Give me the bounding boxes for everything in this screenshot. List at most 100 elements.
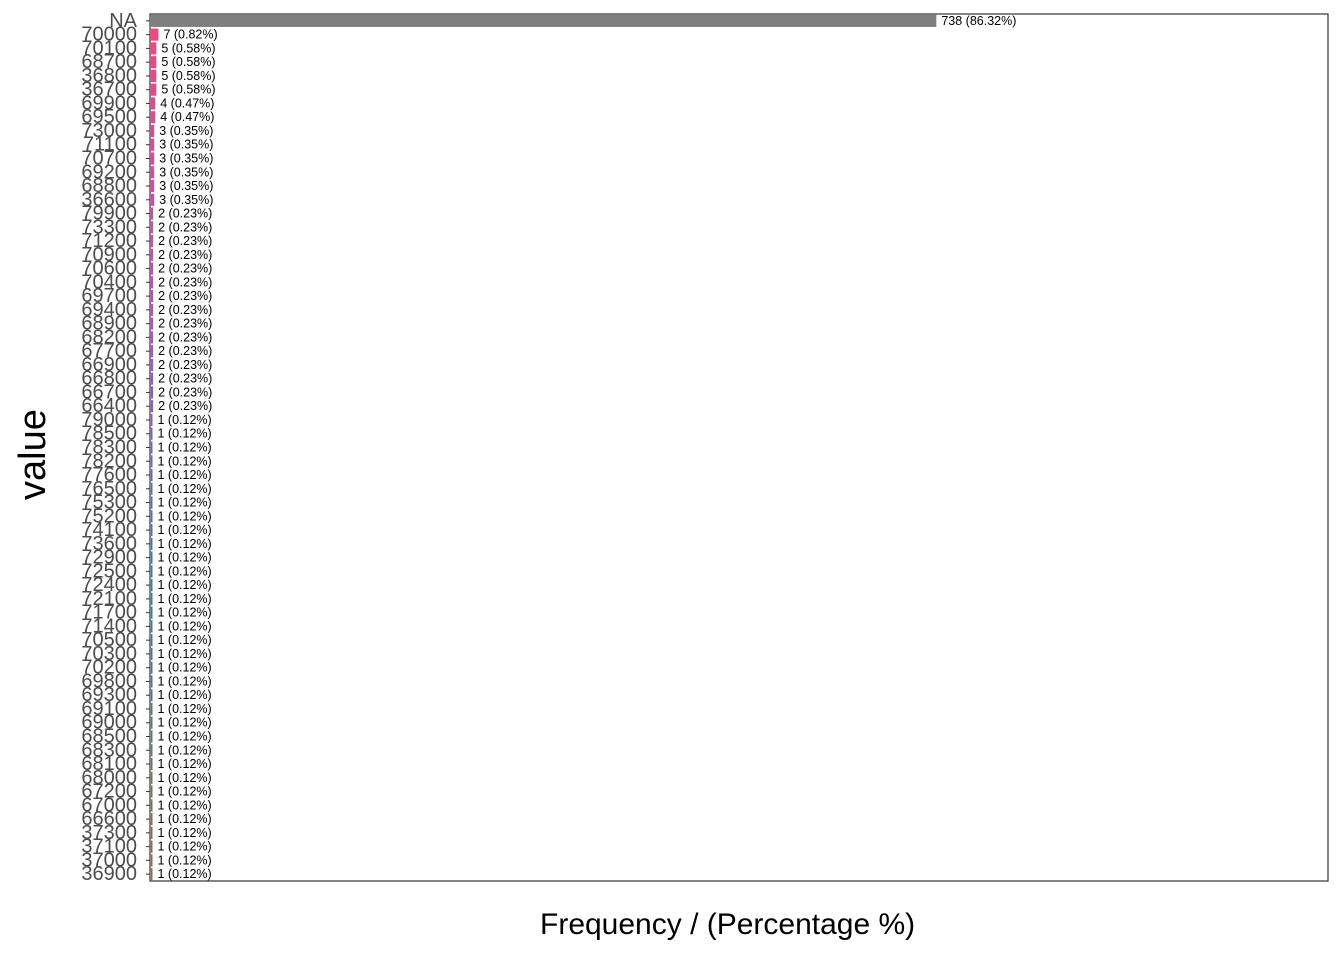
data-label: 2 (0.23%)	[158, 262, 212, 276]
y-tick-label: 73300	[81, 216, 137, 238]
bar	[151, 661, 153, 674]
y-tick-label: 71200	[81, 230, 137, 252]
data-label: 1 (0.12%)	[158, 619, 212, 633]
data-label: 2 (0.23%)	[158, 372, 212, 386]
y-tick-label: 70200	[81, 657, 137, 679]
bar	[151, 317, 154, 330]
bar	[151, 441, 153, 454]
bar	[151, 455, 153, 468]
data-label: 3 (0.35%)	[159, 124, 213, 138]
data-label: 738 (86.32%)	[941, 14, 1016, 28]
data-label: 3 (0.35%)	[159, 193, 213, 207]
y-tick-label: 72500	[81, 560, 137, 582]
y-tick-label: 36900	[81, 863, 137, 885]
data-label: 7 (0.82%)	[163, 28, 217, 42]
bar	[151, 83, 157, 96]
bar	[151, 152, 155, 165]
bar	[151, 331, 154, 344]
y-tick-label: 70300	[81, 643, 137, 665]
bar	[151, 716, 153, 729]
data-label: 1 (0.12%)	[158, 702, 212, 716]
y-tick-label: 69200	[81, 161, 137, 183]
bar	[151, 14, 937, 27]
data-label: 2 (0.23%)	[158, 303, 212, 317]
y-tick-label: 66400	[81, 395, 137, 417]
bar	[151, 56, 157, 69]
y-tick-label: 66600	[81, 808, 137, 830]
data-label: 1 (0.12%)	[158, 537, 212, 551]
bar	[151, 868, 153, 881]
bar	[151, 221, 154, 234]
bar	[151, 193, 155, 206]
bar	[151, 771, 153, 784]
data-label: 5 (0.58%)	[161, 55, 215, 69]
bar	[151, 468, 153, 482]
data-label: 5 (0.58%)	[161, 41, 215, 55]
bar	[151, 276, 154, 289]
bar	[151, 689, 153, 702]
data-label: 5 (0.58%)	[161, 69, 215, 83]
data-label: 1 (0.12%)	[158, 674, 212, 688]
y-tick-label: 78500	[81, 423, 137, 445]
data-label: 1 (0.12%)	[158, 730, 212, 744]
y-tick-label: 37000	[81, 849, 137, 871]
bar	[151, 482, 153, 495]
data-label: 1 (0.12%)	[158, 592, 212, 606]
data-label: 2 (0.23%)	[158, 207, 212, 221]
y-tick-label: 75200	[81, 505, 137, 527]
y-tick-label: 76500	[81, 478, 137, 500]
bar	[151, 111, 156, 124]
y-tick-label: 73600	[81, 533, 137, 555]
bar	[151, 799, 153, 812]
y-tick-label: 37100	[81, 836, 137, 858]
bar	[151, 262, 154, 275]
data-label: 4 (0.47%)	[160, 110, 214, 124]
bar	[151, 386, 154, 399]
data-label: 2 (0.23%)	[158, 248, 212, 262]
data-label: 3 (0.35%)	[159, 165, 213, 179]
bar	[151, 124, 155, 138]
y-tick-label: 67200	[81, 781, 137, 803]
data-label: 1 (0.12%)	[158, 496, 212, 510]
data-label: 1 (0.12%)	[158, 757, 212, 771]
data-label: 1 (0.12%)	[158, 509, 212, 523]
data-label: 1 (0.12%)	[158, 853, 212, 867]
bar	[151, 813, 153, 826]
bar	[151, 510, 153, 523]
data-label: 2 (0.23%)	[158, 358, 212, 372]
bar	[151, 235, 154, 248]
data-label: 1 (0.12%)	[158, 413, 212, 427]
y-tick-label: 36800	[81, 65, 137, 87]
bar	[151, 634, 153, 647]
x-axis-title: Frequency / (Percentage %)	[540, 908, 916, 941]
y-tick-label: 69800	[81, 670, 137, 692]
y-tick-label: 36600	[81, 189, 137, 211]
data-label: 1 (0.12%)	[158, 454, 212, 468]
data-label: 1 (0.12%)	[158, 578, 212, 592]
y-tick-label: 72100	[81, 588, 137, 610]
data-label: 3 (0.35%)	[159, 138, 213, 152]
y-tick-label: 68100	[81, 753, 137, 775]
y-tick-label: 70400	[81, 271, 137, 293]
y-tick-label: 71400	[81, 615, 137, 637]
y-tick-label: 78300	[81, 437, 137, 459]
y-tick-label: 68700	[81, 51, 137, 73]
data-label: 2 (0.23%)	[158, 234, 212, 248]
bar	[151, 840, 153, 853]
bar	[151, 730, 153, 743]
y-tick-label: 68200	[81, 326, 137, 348]
data-label: 1 (0.12%)	[158, 867, 212, 881]
plot-panel	[149, 13, 1329, 882]
y-tick-label: 71700	[81, 602, 137, 624]
y-tick-label: 66900	[81, 354, 137, 376]
bar	[151, 207, 154, 220]
y-tick-label: 68500	[81, 726, 137, 748]
bar	[151, 744, 153, 757]
y-tick-label: 71100	[83, 134, 137, 156]
y-axis-title: value	[12, 409, 54, 500]
data-label: 5 (0.58%)	[161, 83, 215, 97]
y-tick-label: 68900	[81, 313, 137, 335]
y-tick-label: 69100	[81, 698, 137, 720]
bar	[151, 579, 153, 592]
y-tick-label: 66800	[81, 368, 137, 390]
